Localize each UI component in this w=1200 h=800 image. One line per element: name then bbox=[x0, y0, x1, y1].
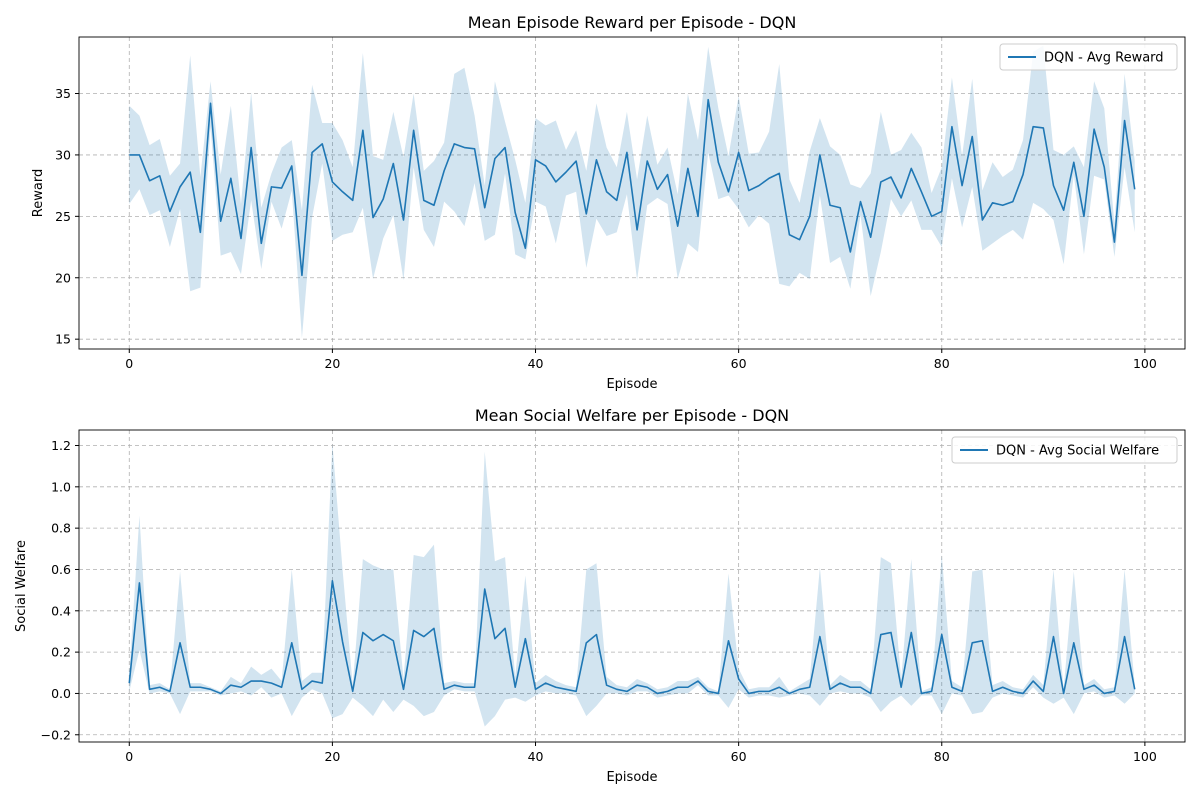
y-tick-label: 0.8 bbox=[51, 521, 71, 536]
x-axis-label: Episode bbox=[606, 377, 657, 392]
legend-box bbox=[999, 43, 1178, 71]
series-line bbox=[129, 98, 1136, 277]
y-axis: 15 20 25 30 35 bbox=[55, 86, 79, 347]
axes-frame bbox=[78, 429, 1186, 743]
x-tick-label: 0 bbox=[125, 749, 133, 764]
x-tick-label: 80 bbox=[934, 749, 950, 764]
legend-label: DQN - Avg Reward bbox=[1044, 51, 1164, 66]
y-axis-label: Social Welfare bbox=[14, 540, 29, 632]
grid bbox=[79, 430, 1185, 742]
y-tick-label: 20 bbox=[55, 270, 71, 285]
legend: DQN - Avg Reward bbox=[999, 43, 1178, 71]
y-tick-label: 0.0 bbox=[51, 686, 71, 701]
x-tick-label: 40 bbox=[528, 356, 544, 371]
y-tick-label: 25 bbox=[55, 209, 71, 224]
y-tick-label: 35 bbox=[55, 86, 71, 101]
confidence-band bbox=[129, 443, 1135, 727]
y-tick-label: 1.2 bbox=[51, 438, 71, 453]
axes-frame bbox=[78, 36, 1186, 350]
x-tick-label: 0 bbox=[125, 356, 133, 371]
x-tick-label: 20 bbox=[324, 749, 340, 764]
x-axis-label: Episode bbox=[606, 770, 657, 785]
series-1 bbox=[128, 443, 1136, 727]
x-tick-label: 100 bbox=[1133, 749, 1157, 764]
y-tick-label: 1.0 bbox=[51, 479, 71, 494]
chart-title: Mean Episode Reward per Episode - DQN bbox=[468, 13, 797, 32]
legend-label: DQN - Avg Social Welfare bbox=[996, 444, 1159, 459]
chart-panel-2: 0 20 40 60 80 100 −0.2 0.0 0.2 0.4 0.6 0.8 1.0 1.2 Mea… bbox=[14, 406, 1186, 785]
y-axis-label: Reward bbox=[31, 169, 46, 217]
x-tick-label: 20 bbox=[324, 356, 340, 371]
x-tick-label: 60 bbox=[731, 749, 747, 764]
legend: DQN - Avg Social Welfare bbox=[951, 436, 1178, 464]
series-1 bbox=[129, 45, 1136, 338]
chart-panel-1: 0 20 40 60 80 100 15 20 25 30 35 Mean Episode Rewar… bbox=[31, 13, 1186, 392]
legend-box bbox=[951, 436, 1178, 464]
y-tick-label: 15 bbox=[55, 332, 71, 347]
x-tick-label: 40 bbox=[528, 749, 544, 764]
y-tick-label: 0.6 bbox=[51, 562, 71, 577]
y-tick-label: 30 bbox=[55, 147, 71, 162]
y-tick-label: −0.2 bbox=[41, 727, 71, 742]
x-axis: 0 20 40 60 80 100 bbox=[125, 349, 1157, 371]
chart-panels: 0 20 40 60 80 100 15 20 25 30 35 Mean Episode Rewar… bbox=[14, 13, 1186, 785]
y-tick-label: 0.2 bbox=[51, 645, 71, 660]
series-line bbox=[128, 580, 1136, 695]
x-tick-label: 80 bbox=[934, 356, 950, 371]
chart-title: Mean Social Welfare per Episode - DQN bbox=[475, 406, 789, 425]
grid bbox=[79, 37, 1185, 349]
y-axis: −0.2 0.0 0.2 0.4 0.6 0.8 1.0 1.2 bbox=[41, 438, 79, 742]
x-tick-label: 100 bbox=[1133, 356, 1157, 371]
x-axis: 0 20 40 60 80 100 bbox=[125, 742, 1157, 764]
y-tick-label: 0.4 bbox=[51, 603, 71, 618]
x-tick-label: 60 bbox=[731, 356, 747, 371]
